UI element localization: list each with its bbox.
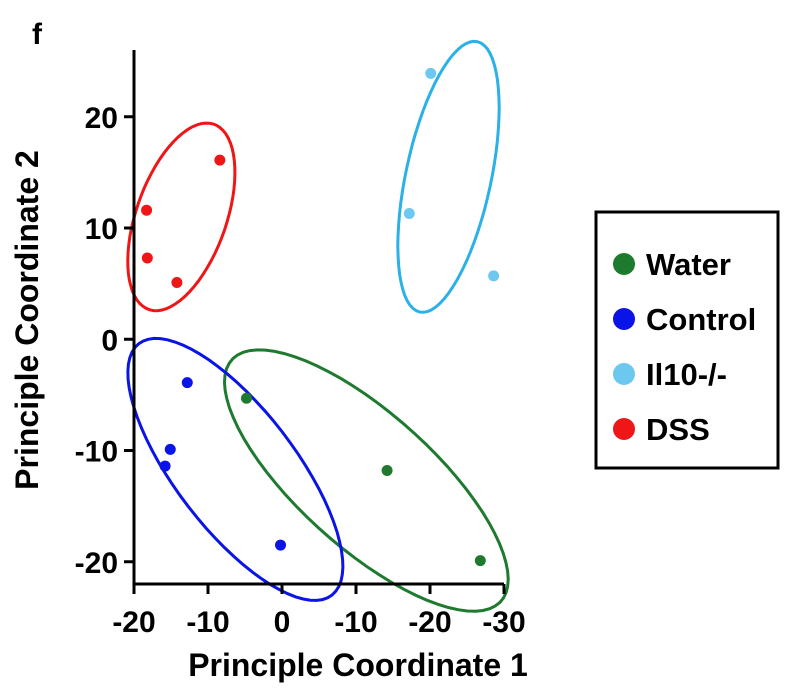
point-control (275, 539, 287, 551)
ellipse-water (222, 348, 510, 613)
point-dss (141, 252, 153, 264)
point-dss (141, 204, 153, 216)
x-tick-label: -20 (408, 606, 451, 639)
ellipse-dss (126, 121, 237, 313)
point-layer (141, 67, 500, 567)
legend-items: Water Control Il10-/- DSS (613, 247, 756, 447)
axes (132, 50, 504, 586)
legend-marker-water (613, 253, 635, 275)
x-axis-ticks: -20 -10 0 -10 -20 -30 (112, 584, 526, 639)
y-axis-ticks: -20 -10 0 10 20 (75, 102, 134, 580)
panel-label: f (32, 18, 43, 51)
legend-marker-il10 (613, 363, 635, 385)
point-control (164, 443, 176, 455)
legend-marker-control (613, 308, 635, 330)
y-tick-label: 10 (85, 213, 118, 246)
x-tick-label: -10 (186, 606, 229, 639)
x-tick-label: -30 (482, 606, 525, 639)
point-il10 (425, 67, 437, 79)
ellipse-il10 (396, 39, 501, 314)
point-control (159, 460, 171, 472)
ellipse-layer (126, 39, 510, 613)
y-tick-label: -10 (75, 436, 118, 469)
legend-marker-dss (613, 418, 635, 440)
legend-label-dss: DSS (646, 412, 710, 447)
legend-label-water: Water (646, 247, 731, 282)
point-water (474, 555, 486, 567)
point-water (381, 465, 393, 477)
x-tick-label: -10 (334, 606, 377, 639)
legend-label-il10: Il10-/- (646, 357, 727, 392)
point-il10 (403, 208, 415, 220)
legend: Water Control Il10-/- DSS (594, 210, 780, 470)
y-tick-label: -20 (75, 547, 118, 580)
x-tick-label: -20 (112, 606, 155, 639)
y-tick-label: 20 (85, 102, 118, 135)
point-dss (214, 154, 226, 166)
point-control (181, 377, 193, 389)
point-dss (171, 277, 183, 289)
x-tick-label: 0 (274, 606, 291, 639)
point-il10 (488, 270, 500, 282)
y-axis-title: Principle Coordinate 2 (9, 150, 45, 490)
ellipse-control (126, 336, 345, 602)
y-tick-label: 0 (101, 324, 118, 357)
legend-label-control: Control (646, 302, 756, 337)
point-water (240, 392, 252, 404)
x-axis-title: Principle Coordinate 1 (188, 647, 528, 683)
